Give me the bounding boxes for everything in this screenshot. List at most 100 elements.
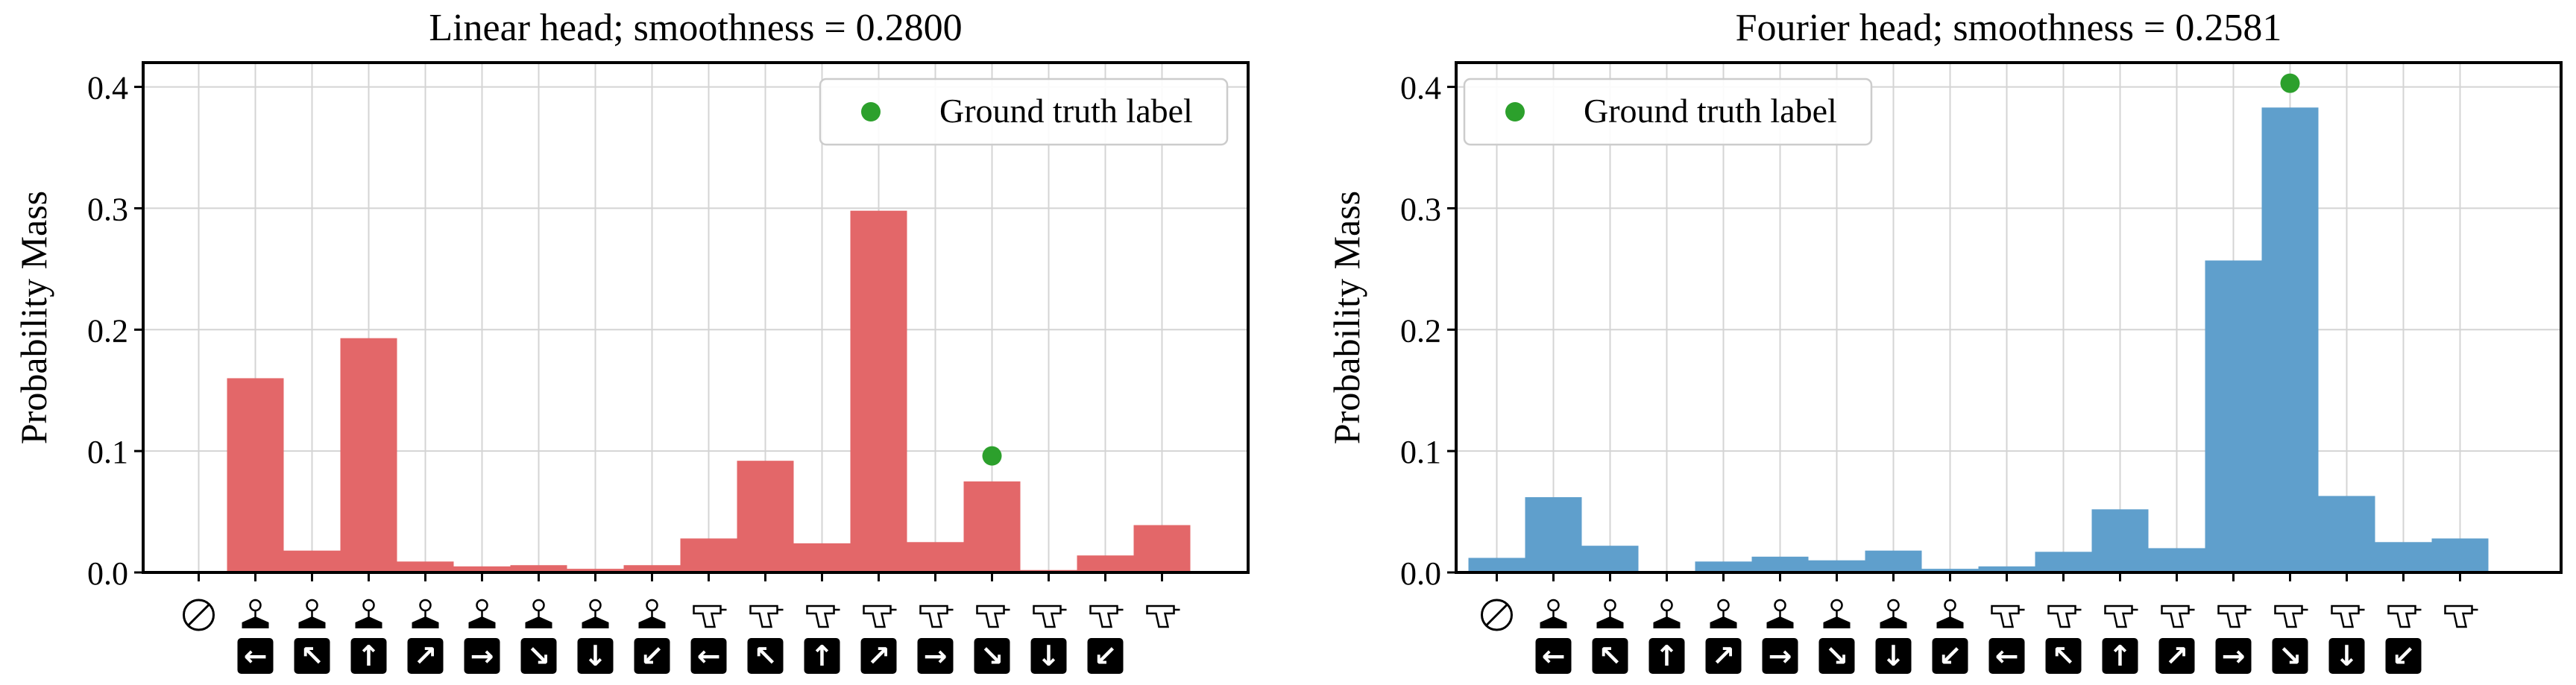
fire-gun-body bbox=[1033, 604, 1062, 628]
direction-arrow-icon: → bbox=[1769, 640, 1792, 672]
joystick-base-side bbox=[1766, 622, 1794, 628]
joystick-knob bbox=[419, 599, 432, 612]
bar bbox=[453, 566, 511, 572]
bar bbox=[227, 378, 284, 572]
joystick-base-side bbox=[638, 622, 666, 628]
fire-gun-body bbox=[2274, 604, 2303, 628]
legend-label: Ground truth label bbox=[1584, 92, 1837, 130]
chart-panel-2: 0.0 0.1 0.2 0.3 0.4 Fourier head; smoothness … bbox=[1326, 7, 2563, 674]
bar bbox=[1921, 569, 1979, 572]
fire-gun-body bbox=[919, 604, 948, 628]
legend-box bbox=[1463, 78, 1873, 146]
direction-arrow-icon: ↓ bbox=[1882, 640, 1906, 672]
fire-gun-body bbox=[2387, 604, 2416, 628]
bar bbox=[397, 561, 454, 572]
joystick-icon bbox=[1823, 599, 1851, 628]
y-tick-label: 0.0 bbox=[1400, 555, 1441, 592]
joystick-base-side bbox=[1540, 622, 1567, 628]
fire-gun-icon bbox=[919, 604, 954, 628]
bar bbox=[1808, 560, 1865, 572]
ground-truth-point bbox=[2280, 73, 2300, 93]
joystick-icon bbox=[582, 599, 609, 628]
direction-arrow-icon: ↑ bbox=[1655, 640, 1679, 672]
direction-arrow-icon: ↖ bbox=[754, 640, 778, 672]
joystick-knob bbox=[1604, 599, 1616, 612]
bar bbox=[680, 538, 737, 572]
direction-arrow-icon: ↘ bbox=[1825, 640, 1849, 672]
direction-key bbox=[2102, 638, 2138, 674]
fire-gun-icon bbox=[2274, 604, 2308, 628]
bar bbox=[510, 565, 567, 572]
direction-key bbox=[237, 638, 274, 674]
bar bbox=[1695, 561, 1752, 572]
chart-panel-1: 0.0 0.1 0.2 0.3 0.4 Linear head; smoothness =… bbox=[13, 7, 1250, 674]
fire-gun-icon bbox=[1991, 604, 2025, 628]
direction-arrow-icon: → bbox=[2222, 640, 2246, 672]
joystick-icon bbox=[1653, 599, 1681, 628]
y-tick-label: 0.0 bbox=[87, 555, 128, 592]
direction-arrow-icon: ← bbox=[697, 640, 721, 672]
direction-key bbox=[690, 638, 727, 674]
direction-arrow-icon: ← bbox=[244, 640, 268, 672]
direction-key bbox=[2158, 638, 2195, 674]
direction-key bbox=[1705, 638, 1742, 674]
direction-key bbox=[1087, 638, 1124, 674]
joystick-icon bbox=[242, 599, 269, 628]
x-tick-icons: ← ↖ ↑ ↗ → ↘ ↓ ↙ ← ↖ ↑ ↗ → ↘ ↓ ↙ bbox=[183, 599, 1180, 674]
bar bbox=[2375, 542, 2432, 572]
direction-key bbox=[974, 638, 1010, 674]
no-op-icon bbox=[183, 599, 215, 631]
direction-arrow-icon: ↑ bbox=[2109, 640, 2132, 672]
bar bbox=[737, 461, 794, 572]
joystick-base-side bbox=[1653, 622, 1681, 628]
joystick-icon bbox=[298, 599, 326, 628]
direction-arrow-icon: ↘ bbox=[2279, 640, 2302, 672]
joystick-base-side bbox=[1710, 622, 1737, 628]
joystick-knob bbox=[1774, 599, 1786, 612]
joystick-base-side bbox=[1936, 622, 1964, 628]
direction-arrow-icon: ↗ bbox=[414, 640, 438, 672]
joystick-icon bbox=[1596, 599, 1624, 628]
y-tick-label: 0.1 bbox=[1400, 434, 1441, 470]
fire-gun-icon bbox=[2217, 604, 2252, 628]
fire-gun-body bbox=[976, 604, 1005, 628]
bar-series bbox=[1468, 107, 2489, 572]
direction-arrow-icon: ↖ bbox=[1599, 640, 1622, 672]
legend-marker bbox=[1505, 102, 1525, 121]
direction-key bbox=[1592, 638, 1628, 674]
legend: Ground truth label bbox=[819, 78, 1229, 146]
y-tick-label: 0.4 bbox=[1400, 70, 1441, 107]
direction-arrow-icon: ← bbox=[1542, 640, 1566, 672]
joystick-icon bbox=[525, 599, 552, 628]
direction-key bbox=[747, 638, 784, 674]
direction-arrow-icon: ↖ bbox=[2052, 640, 2076, 672]
chart-title: Linear head; smoothness = 0.2800 bbox=[429, 7, 962, 49]
joystick-knob bbox=[1717, 599, 1730, 612]
direction-key bbox=[1762, 638, 1798, 674]
fire-gun-icon bbox=[1146, 604, 1180, 628]
fire-gun-icon bbox=[2161, 604, 2195, 628]
joystick-icon bbox=[638, 599, 666, 628]
joystick-knob bbox=[362, 599, 375, 612]
ground-truth-point bbox=[982, 446, 1002, 466]
joystick-icon bbox=[355, 599, 382, 628]
fire-gun-icon bbox=[1033, 604, 1067, 628]
direction-key bbox=[1030, 638, 1067, 674]
direction-key bbox=[634, 638, 670, 674]
bar bbox=[2431, 538, 2489, 572]
fire-gun-body bbox=[1146, 604, 1175, 628]
direction-arrow-icon: ↓ bbox=[2335, 640, 2359, 672]
bar bbox=[2091, 509, 2149, 572]
direction-arrow-icon: ↙ bbox=[1094, 640, 1118, 672]
fire-gun-body bbox=[2444, 604, 2473, 628]
x-tick-icons: ← ↖ ↑ ↗ → ↘ ↓ ↙ ← ↖ ↑ ↗ → ↘ ↓ ↙ bbox=[1481, 599, 2478, 674]
bar bbox=[623, 565, 681, 572]
y-axis-label: Probability Mass bbox=[1326, 191, 1367, 444]
direction-arrow-icon: ↑ bbox=[357, 640, 381, 672]
fire-gun-body bbox=[2217, 604, 2246, 628]
joystick-base-side bbox=[1823, 622, 1851, 628]
fire-gun-body bbox=[1991, 604, 2020, 628]
direction-key bbox=[1535, 638, 1572, 674]
fire-gun-body bbox=[693, 604, 722, 628]
fire-gun-body bbox=[2331, 604, 2360, 628]
